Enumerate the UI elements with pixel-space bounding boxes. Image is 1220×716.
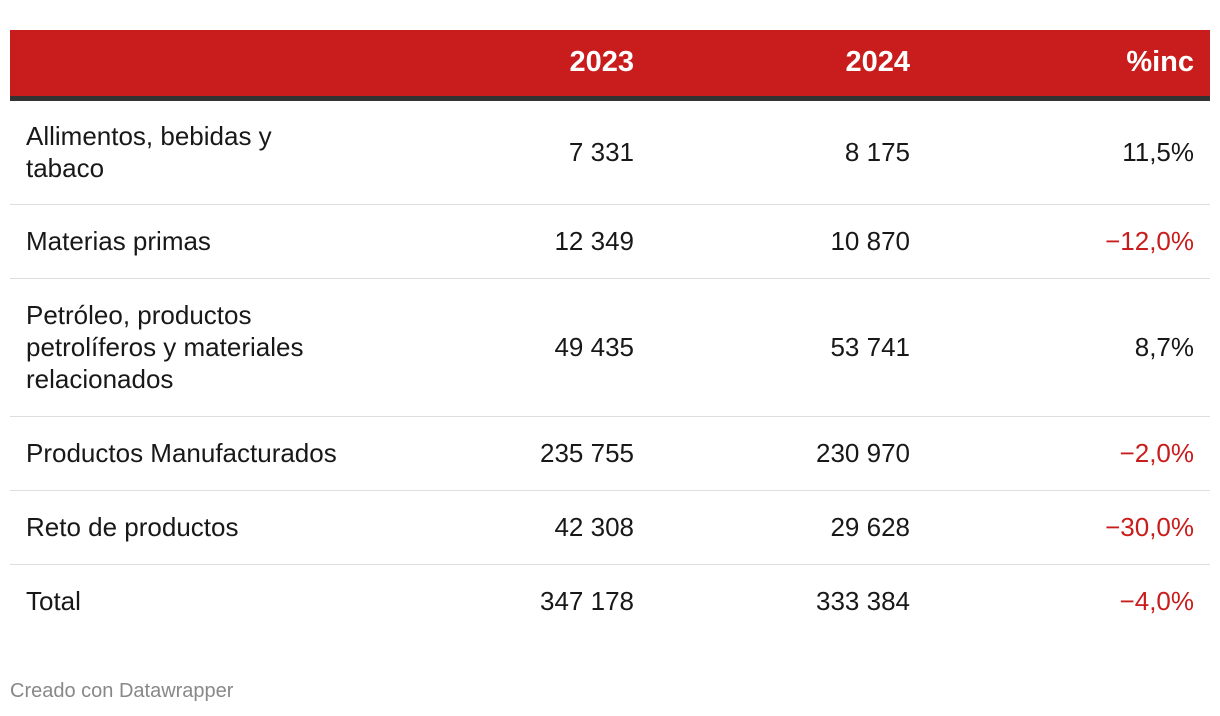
table-row: Productos Manufacturados 235 755 230 970… bbox=[10, 416, 1210, 491]
value-2024: 10 870 bbox=[650, 204, 926, 279]
value-2024: 53 741 bbox=[650, 278, 926, 417]
value-pct-inc: −12,0% bbox=[926, 204, 1210, 279]
value-2024: 8 175 bbox=[650, 98, 926, 205]
value-pct-inc: −2,0% bbox=[926, 416, 1210, 491]
value-2023: 347 178 bbox=[540, 586, 634, 617]
value-2024: 29 628 bbox=[650, 490, 926, 565]
row-label: Total bbox=[26, 586, 81, 617]
header-pct-inc[interactable]: %inc bbox=[926, 30, 1210, 101]
value-2024: 230 970 bbox=[650, 416, 926, 491]
data-table-container: 2023 2024 %inc Allimentos, bebidas y tab… bbox=[10, 30, 1210, 638]
row-label: Materias primas bbox=[10, 204, 410, 279]
value-2023: 235 755 bbox=[410, 416, 650, 491]
datawrapper-credit[interactable]: Creado con Datawrapper bbox=[10, 680, 234, 702]
value-pct-inc: 8,7% bbox=[926, 278, 1210, 417]
row-label: Productos Manufacturados bbox=[10, 416, 410, 491]
table-row: Materias primas 12 349 10 870 −12,0% bbox=[10, 204, 1210, 279]
table-header-row: 2023 2024 %inc bbox=[10, 30, 1210, 101]
row-label: Reto de productos bbox=[10, 490, 410, 565]
value-2023: 12 349 bbox=[410, 204, 650, 279]
value-2023: 7 331 bbox=[410, 98, 650, 205]
value-2023: 49 435 bbox=[410, 278, 650, 417]
row-label: Allimentos, bebidas y tabaco bbox=[10, 98, 410, 205]
table-row: Reto de productos 42 308 29 628 −30,0% bbox=[10, 490, 1210, 565]
data-table: 2023 2024 %inc Allimentos, bebidas y tab… bbox=[10, 30, 1210, 638]
value-pct-inc: −4,0% bbox=[1119, 586, 1194, 617]
value-pct-inc: −30,0% bbox=[926, 490, 1210, 565]
value-2023: 42 308 bbox=[410, 490, 650, 565]
header-2024[interactable]: 2024 bbox=[650, 30, 926, 101]
value-pct-inc: 11,5% bbox=[926, 98, 1210, 205]
header-2023[interactable]: 2023 bbox=[410, 30, 650, 101]
table-row: Allimentos, bebidas y tabaco 7 331 8 175… bbox=[10, 98, 1210, 205]
table-row: Petróleo, productos petrolíferos y mater… bbox=[10, 278, 1210, 417]
row-label: Petróleo, productos petrolíferos y mater… bbox=[10, 278, 410, 417]
header-label-cell bbox=[10, 30, 410, 101]
table-row-total: Total 347 178 333 384 −4,0% bbox=[10, 564, 1210, 638]
value-2024: 333 384 bbox=[816, 586, 910, 617]
